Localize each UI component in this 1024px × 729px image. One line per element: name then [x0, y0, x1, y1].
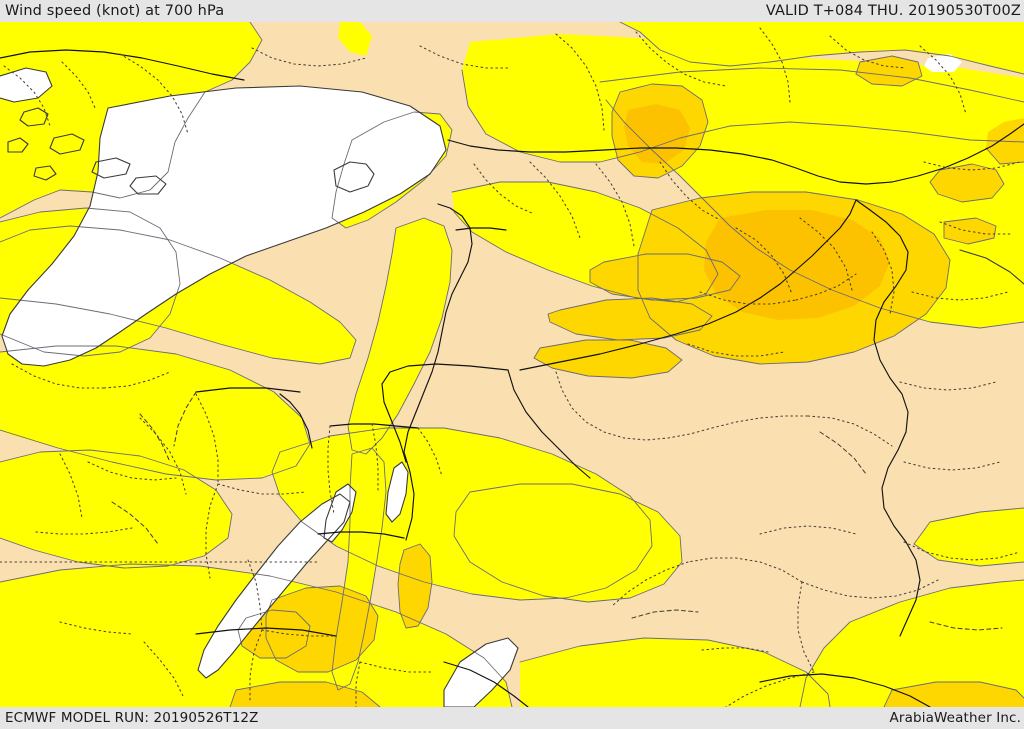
provider-label: ArabiaWeather Inc.: [889, 710, 1021, 726]
footer-bar: ECMWF MODEL RUN: 20190526T12Z ArabiaWeat…: [0, 707, 1024, 729]
contour-band-amber: [624, 104, 890, 320]
header-bar: Wind speed (knot) at 700 hPa VALID T+084…: [0, 0, 1024, 22]
map-canvas[interactable]: [0, 22, 1024, 707]
page-title: Wind speed (knot) at 700 hPa: [5, 3, 225, 19]
administrative-borders-dashed: [111, 391, 1003, 631]
international-borders: [0, 49, 1024, 707]
coastlines: [0, 67, 1024, 707]
forecast-map[interactable]: [0, 22, 1024, 707]
administrative-borders: [0, 27, 1021, 707]
model-run-label: ECMWF MODEL RUN: 20190526T12Z: [5, 710, 259, 726]
valid-time-label: VALID T+084 THU. 20190530T00Z: [765, 3, 1021, 19]
sea-white-areas: [0, 54, 962, 707]
